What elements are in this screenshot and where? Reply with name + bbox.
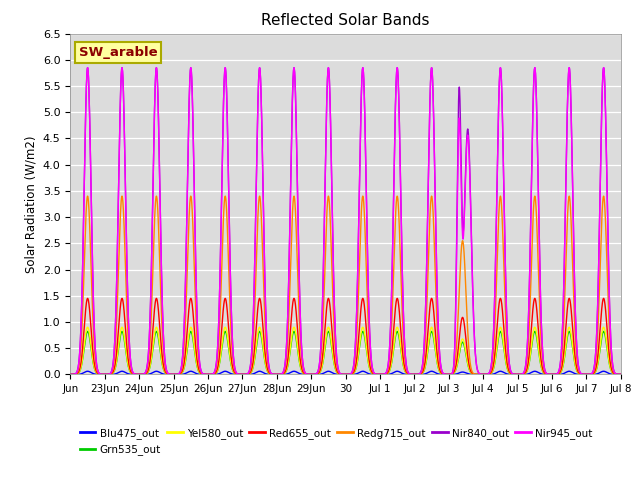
Title: Reflected Solar Bands: Reflected Solar Bands [261,13,430,28]
Text: SW_arable: SW_arable [79,46,157,59]
Y-axis label: Solar Radiation (W/m2): Solar Radiation (W/m2) [24,135,37,273]
Legend: Blu475_out, Grn535_out, Yel580_out, Red655_out, Redg715_out, Nir840_out, Nir945_: Blu475_out, Grn535_out, Yel580_out, Red6… [76,424,596,459]
